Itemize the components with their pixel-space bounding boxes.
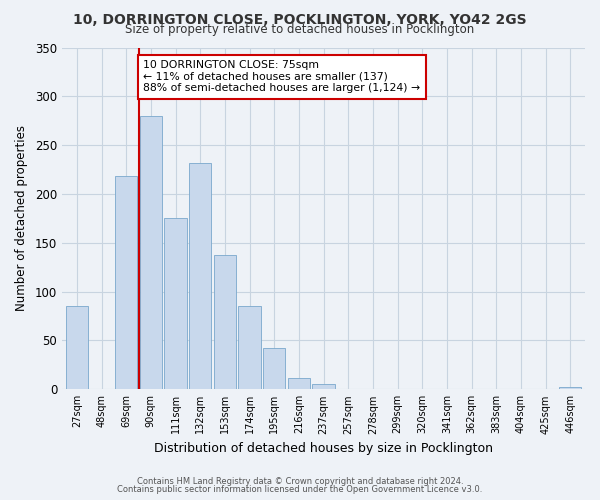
Bar: [164, 218, 187, 390]
Bar: [313, 384, 335, 390]
Bar: [238, 306, 260, 390]
Y-axis label: Number of detached properties: Number of detached properties: [15, 126, 28, 312]
X-axis label: Distribution of detached houses by size in Pocklington: Distribution of detached houses by size …: [154, 442, 493, 455]
Text: 10 DORRINGTON CLOSE: 75sqm
← 11% of detached houses are smaller (137)
88% of sem: 10 DORRINGTON CLOSE: 75sqm ← 11% of deta…: [143, 60, 421, 94]
Bar: [115, 176, 137, 390]
Bar: [263, 348, 285, 390]
Bar: [140, 116, 162, 390]
Text: 10, DORRINGTON CLOSE, POCKLINGTON, YORK, YO42 2GS: 10, DORRINGTON CLOSE, POCKLINGTON, YORK,…: [73, 12, 527, 26]
Bar: [288, 378, 310, 390]
Bar: [559, 388, 581, 390]
Text: Contains public sector information licensed under the Open Government Licence v3: Contains public sector information licen…: [118, 485, 482, 494]
Bar: [66, 306, 88, 390]
Text: Contains HM Land Registry data © Crown copyright and database right 2024.: Contains HM Land Registry data © Crown c…: [137, 477, 463, 486]
Bar: [214, 254, 236, 390]
Text: Size of property relative to detached houses in Pocklington: Size of property relative to detached ho…: [125, 24, 475, 36]
Bar: [189, 162, 211, 390]
